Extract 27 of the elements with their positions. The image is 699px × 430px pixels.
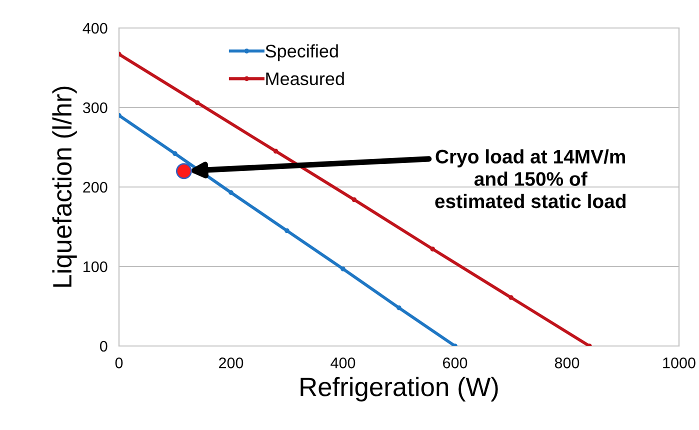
y-tick-label: 100 [84, 261, 108, 272]
x-tick-label: 0 [115, 358, 123, 368]
point [430, 246, 436, 252]
legend-label: Measured [266, 72, 344, 86]
point [352, 197, 357, 202]
annotation: Cryo load at 14MV/m and 150% of estimated static load [435, 149, 626, 208]
point [228, 190, 234, 195]
point [172, 151, 178, 156]
y-tick-label: 400 [82, 22, 108, 34]
point [176, 163, 192, 180]
y-tick-label: 300 [82, 102, 108, 114]
x-axis-title: Refrigeration (W) [300, 376, 498, 402]
x-tick-label: 1000 [663, 358, 696, 368]
x-tick-label: 800 [554, 358, 580, 368]
point [273, 148, 278, 154]
point [284, 228, 290, 234]
point [508, 295, 514, 300]
x-tick-label: 200 [219, 358, 244, 368]
point [396, 305, 402, 310]
x-tick-label: 600 [443, 358, 468, 368]
y-tick-label: 0 [100, 340, 108, 352]
point [340, 266, 346, 272]
point [194, 100, 200, 106]
y-axis-title: Liquefaction (l/hr) [52, 86, 77, 287]
legend-label: Specified [266, 44, 338, 62]
x-tick-label: 400 [330, 358, 356, 368]
y-tick-label: 200 [83, 182, 108, 193]
